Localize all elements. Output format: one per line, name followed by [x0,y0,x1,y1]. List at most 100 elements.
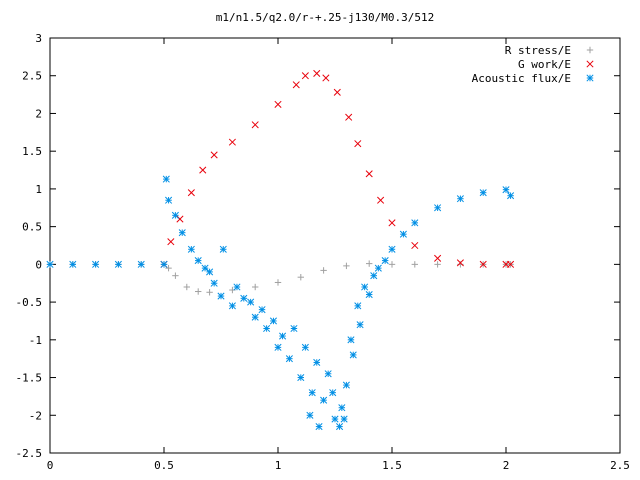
data-point [456,195,464,203]
data-point [354,140,362,148]
data-point [388,245,396,253]
data-point [457,261,464,268]
data-point [217,292,225,300]
data-point [160,260,168,268]
data-point [343,262,350,270]
y-tick-label: 2 [35,107,42,120]
data-point [507,260,515,268]
plot-border [49,37,621,454]
data-point [228,138,236,146]
x-tick-label: 1 [275,459,282,472]
data-point [219,245,227,253]
y-tick-label: -2 [29,409,42,422]
data-point [411,241,419,250]
data-point [297,273,304,281]
legend-label: G work/E [518,58,571,71]
legend-marker [586,46,594,54]
data-point [251,313,259,321]
data-point [313,69,321,78]
x-tick-label: 2.5 [610,459,630,472]
chart-title: m1/n1.5/q2.0/r-+.25-j130/M0.3/512 [216,11,435,24]
data-point [297,373,305,382]
data-point [165,264,172,272]
data-point [388,261,396,268]
axis-ticks: 0 0.5 1 1.5 2 2.5 -2.5 -2 -1.5 -1 -0.5 0 0.5 1 1.5 2 2.5… [16,32,630,472]
data-point [228,302,236,310]
data-point [313,358,321,367]
data-point [434,204,442,212]
y-tick-label: 3 [35,32,42,45]
y-tick-label: 0.5 [22,221,42,234]
data-point [167,238,175,246]
data-point [247,298,255,306]
data-point [206,289,213,296]
data-point [342,381,350,389]
data-point [252,283,259,291]
data-point [301,343,309,351]
data-point [336,423,344,431]
data-point [274,279,282,286]
data-point [306,411,314,419]
data-point [187,245,195,253]
data-point [187,189,195,197]
data-point [315,423,323,431]
data-point [292,81,300,89]
data-point [356,321,364,329]
legend-marker [586,60,594,68]
legend-label: R stress/E [505,44,571,57]
data-point [324,370,332,378]
data-point [322,74,330,82]
legend-label: Acoustic flux/E [472,72,571,85]
y-tick-label: 0 [35,258,42,271]
data-point [263,324,271,333]
data-point [269,317,277,325]
y-tick-label: 1 [35,183,42,196]
y-tick-label: -2.5 [16,447,43,460]
data-point [206,268,214,276]
data-point [178,229,186,237]
y-tick-label: -1.5 [16,372,43,385]
legend-marker [586,74,594,82]
x-tick-label: 2 [503,459,510,472]
data-point [329,389,337,397]
data-point [162,175,170,183]
data-point [381,257,389,265]
data-point [201,264,209,272]
data-point [411,261,418,268]
data-point [374,264,382,272]
series-layer [46,69,515,431]
data-point [365,170,373,178]
x-tick-label: 0.5 [154,459,174,472]
data-point [399,230,407,238]
data-point [308,389,316,397]
data-point [502,186,510,194]
data-point [340,415,348,423]
data-point [240,294,248,302]
data-point [345,113,353,121]
data-point [274,343,282,351]
data-point [172,272,179,279]
y-tick-label: 1.5 [22,145,42,158]
data-point [137,260,145,268]
data-point [377,196,385,204]
data-point [370,272,378,280]
data-point [320,396,328,404]
data-point [290,324,298,333]
data-point [479,260,487,268]
data-point [183,283,190,291]
series-g-work-e [160,69,515,268]
data-point [347,336,355,344]
data-point [366,260,373,267]
data-point [195,288,202,295]
data-point [411,219,419,227]
data-point [354,302,362,310]
data-point [210,279,218,287]
data-point [274,100,282,108]
axes-frame [49,37,621,454]
data-point [434,254,442,262]
x-tick-label: 0 [47,459,54,472]
series-acoustic-flux-e [46,175,515,431]
data-point [114,260,122,268]
data-point [176,215,184,223]
